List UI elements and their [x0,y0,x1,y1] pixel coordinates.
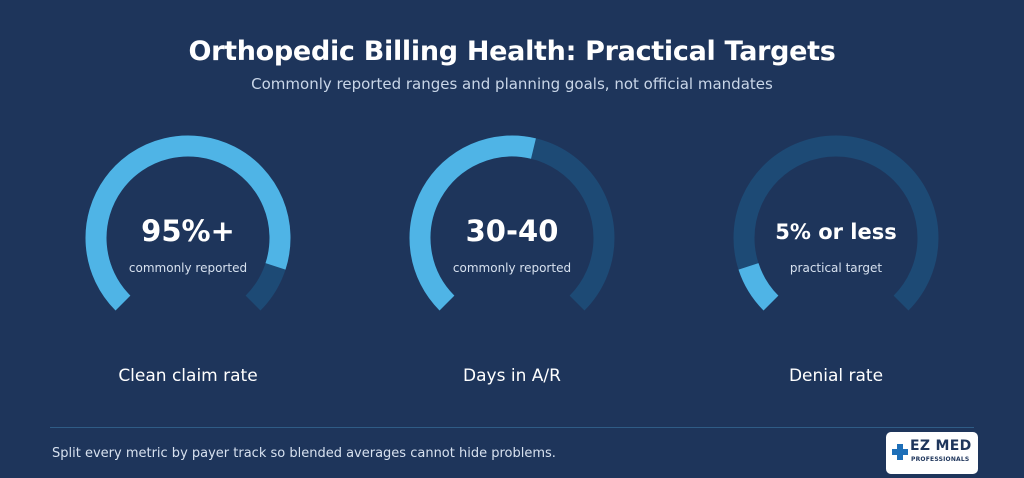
gauge-caption-denial-rate: practical target [789,261,883,275]
gauge-value-denial-rate: 5% or less [775,220,897,244]
gauge-caption-days-ar: commonly reported [452,261,572,275]
footer-note: Split every metric by payer track so ble… [52,446,556,461]
footer-divider [50,427,974,428]
logo-name: EZ MED [910,438,972,454]
page-subtitle: Commonly reported ranges and planning go… [251,75,773,93]
metric-label-days-ar: Days in A/R [463,366,561,386]
page-title: Orthopedic Billing Health: Practical Tar… [188,36,836,67]
ez-med-logo: EZ MED PROFESSIONALS [886,432,978,474]
gauge-caption-clean-claim: commonly reported [128,261,248,275]
gauge-value-days-ar: 30-40 [465,214,559,248]
gauge-fill-denial-rate [738,262,779,311]
gauge-value-clean-claim: 95%+ [141,214,235,248]
metric-label-clean-claim: Clean claim rate [118,366,258,386]
logo-subtext: PROFESSIONALS [911,456,970,463]
medical-cross-icon [892,444,908,460]
metric-label-denial-rate: Denial rate [788,366,884,386]
gauge-fill-days-ar [409,135,536,311]
gauge-track-denial-rate [733,135,939,311]
gauge-fill-clean-claim [85,135,291,311]
